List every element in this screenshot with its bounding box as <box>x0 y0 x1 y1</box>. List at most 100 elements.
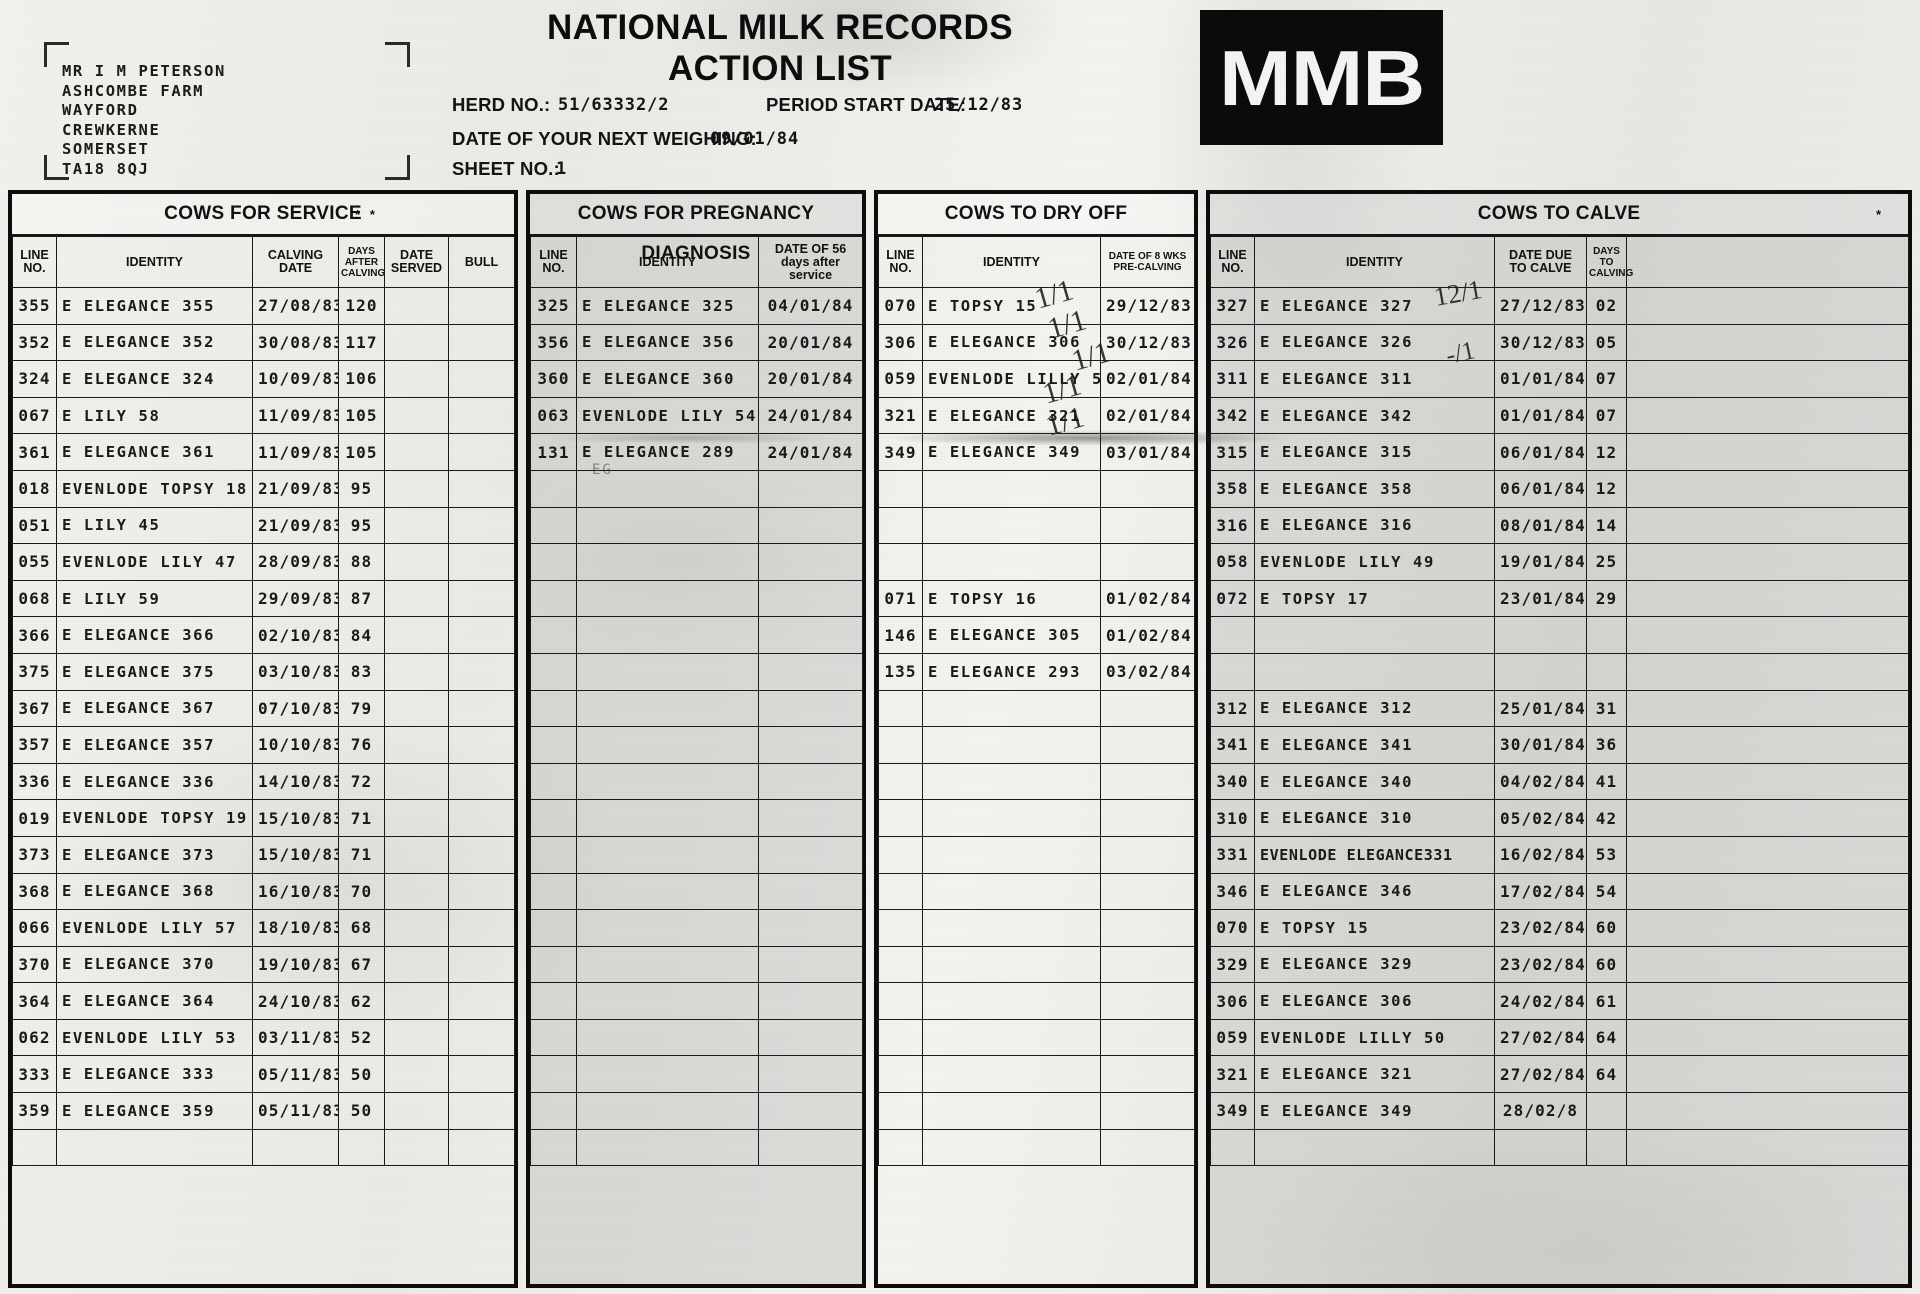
cell-line-no <box>1210 652 1255 691</box>
table-row: 329 E ELEGANCE 329 23/02/84 60 <box>1210 945 1909 984</box>
cell-days-to-calving: 25 <box>1586 543 1627 581</box>
cell-date-56-days <box>758 543 863 581</box>
th-calve-line: LINE NO. <box>1210 236 1255 288</box>
cell-days-after-calving: 83 <box>338 652 385 691</box>
table-row: 327 E ELEGANCE 327 27/12/83 02 <box>1210 287 1909 325</box>
cell-calving-date: 18/10/83 <box>252 909 339 947</box>
table-row: 336 E ELEGANCE 336 14/10/83 72 <box>12 762 515 801</box>
table-row: 333 E ELEGANCE 333 05/11/83 50 <box>12 1055 515 1094</box>
cell-days-after-calving: 50 <box>338 1092 385 1130</box>
cell-line-no <box>530 652 577 691</box>
sheet-no-label: SHEET NO.: <box>452 158 560 179</box>
herd-no-value: 51/63332/2 <box>558 95 670 115</box>
cell-identity: E ELEGANCE 315 <box>1254 433 1495 471</box>
cell-identity <box>922 1092 1101 1130</box>
cell-date-8wks-precalving <box>1100 506 1195 545</box>
cell-date-8wks-precalving: 02/01/84 <box>1100 360 1195 398</box>
cell-date-8wks-precalving: 01/02/84 <box>1100 616 1195 654</box>
cell-days-after-calving: 62 <box>338 982 385 1020</box>
cell-date-56-days: 24/01/84 <box>758 433 863 471</box>
table-row: 135 E ELEGANCE 293 03/02/84 <box>878 652 1195 691</box>
cell-calving-date: 15/10/83 <box>252 799 339 837</box>
cell-line-no <box>878 506 923 545</box>
cell-date-8wks-precalving <box>1100 945 1195 984</box>
cell-identity: EVENLODE TOPSY 19 <box>56 799 253 837</box>
table-row: 368 E ELEGANCE 368 16/10/83 70 <box>12 872 515 911</box>
cell-line-no: 359 <box>12 1092 57 1130</box>
table-row: 055 EVENLODE LILY 47 28/09/83 88 <box>12 543 515 581</box>
cell-bull <box>448 652 515 691</box>
table-row <box>530 506 863 545</box>
cell-identity <box>922 1018 1101 1057</box>
period-start-value: 25/12/83 <box>934 95 1024 115</box>
section-cows-to-dry-off: COWS TO DRY OFF LINE NO. IDENTITY DATE OF… <box>874 190 1198 1288</box>
cell-calve-overflow <box>1626 1055 1909 1094</box>
cell-identity <box>576 762 759 801</box>
cell-date-served <box>384 287 449 325</box>
cell-date-56-days <box>758 909 863 947</box>
section-title-service: COWS FOR SERVICE * * <box>12 194 514 236</box>
cell-date-due-to-calve: 27/02/84 <box>1494 1018 1587 1057</box>
cell-identity <box>576 1128 759 1167</box>
cell-identity: E ELEGANCE 359 <box>56 1092 253 1130</box>
cell-identity: E ELEGANCE 321 <box>922 396 1101 435</box>
cell-line-no: 341 <box>1210 726 1255 764</box>
cell-line-no: 306 <box>1210 982 1255 1020</box>
crop-mark-bottom-left <box>44 155 69 180</box>
table-row: 357 E ELEGANCE 357 10/10/83 76 <box>12 726 515 764</box>
cell-identity: E LILY 59 <box>56 579 253 618</box>
cell-line-no: 325 <box>530 287 577 325</box>
cell-line-no <box>530 872 577 911</box>
cell-date-due-to-calve: 05/02/84 <box>1494 799 1587 837</box>
cell-line-no <box>530 579 577 618</box>
cell-date-served <box>384 433 449 471</box>
table-row <box>878 543 1195 581</box>
section-title-dryoff: COWS TO DRY OFF <box>878 194 1194 236</box>
cell-date-8wks-precalving <box>1100 726 1195 764</box>
cell-line-no: 366 <box>12 616 57 654</box>
cell-days-to-calving <box>1586 1092 1627 1130</box>
cell-date-56-days: 24/01/84 <box>758 396 863 435</box>
table-row: 315 E ELEGANCE 315 06/01/84 12 <box>1210 433 1909 471</box>
action-list-sheet: COWS FOR SERVICE * * LINE NO. IDENTITY CA… <box>8 190 1912 1288</box>
cell-date-due-to-calve: 23/02/84 <box>1494 945 1587 984</box>
tbody-cows-to-calve: 327 E ELEGANCE 327 27/12/83 02 326 E ELEGANCE… <box>1210 287 1909 1167</box>
cell-date-due-to-calve: 30/01/84 <box>1494 726 1587 764</box>
table-cows-for-pregnancy-diagnosis: LINE NO. IDENTITY DATE OF 56 days after se… <box>530 236 863 1167</box>
table-row <box>878 1092 1195 1130</box>
cell-date-served <box>384 762 449 801</box>
table-row: 324 E ELEGANCE 324 10/09/83 106 <box>12 360 515 398</box>
cell-line-no: 352 <box>12 323 57 362</box>
cell-date-8wks-precalving <box>1100 799 1195 837</box>
cell-line-no: 326 <box>1210 323 1255 362</box>
table-row <box>530 579 863 618</box>
cell-days-to-calving: 36 <box>1586 726 1627 764</box>
address-line: WAYFORD <box>62 101 139 119</box>
cell-date-due-to-calve: 06/01/84 <box>1494 469 1587 508</box>
cell-bull <box>448 360 515 398</box>
table-row: 306 E ELEGANCE 306 30/12/83 <box>878 323 1195 362</box>
cell-line-no: 066 <box>12 909 57 947</box>
crop-mark-top-right <box>385 42 410 67</box>
cell-identity: E ELEGANCE 346 <box>1254 872 1495 911</box>
cell-date-served <box>384 689 449 728</box>
cell-identity: E TOPSY 17 <box>1254 579 1495 618</box>
cell-identity: EVENLODE LILY 47 <box>56 543 253 581</box>
cell-date-due-to-calve: 23/02/84 <box>1494 909 1587 947</box>
table-row <box>530 469 863 508</box>
cell-calving-date: 24/10/83 <box>252 982 339 1020</box>
cell-identity <box>576 799 759 837</box>
cell-date-served <box>384 909 449 947</box>
cell-date-served <box>384 469 449 508</box>
cell-line-no <box>878 872 923 911</box>
address-line: ASHCOMBE FARM <box>62 81 205 100</box>
cell-date-56-days <box>758 835 863 874</box>
table-row: 072 E TOPSY 17 23/01/84 29 <box>1210 579 1909 618</box>
cell-line-no <box>878 835 923 874</box>
table-row: 070 E TOPSY 15 23/02/84 60 <box>1210 909 1909 947</box>
cell-days-to-calving: 41 <box>1586 762 1627 801</box>
cell-days-to-calving: 14 <box>1586 506 1627 545</box>
cell-line-no: 370 <box>12 945 57 984</box>
mmb-logo-text: MMB <box>1218 33 1425 122</box>
cell-calving-date: 10/09/83 <box>252 360 339 398</box>
